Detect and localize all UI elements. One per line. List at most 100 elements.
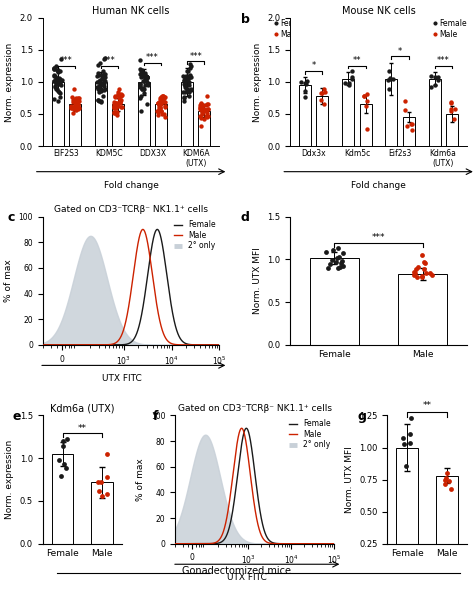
Point bbox=[447, 98, 455, 107]
Point bbox=[112, 92, 119, 101]
Bar bbox=[360, 105, 372, 146]
Point bbox=[50, 71, 58, 80]
Point bbox=[337, 258, 345, 268]
Point bbox=[55, 66, 62, 75]
Point bbox=[198, 110, 205, 119]
Point bbox=[68, 103, 76, 112]
Text: **: ** bbox=[353, 56, 361, 65]
Point bbox=[118, 91, 126, 100]
Point bbox=[431, 72, 439, 82]
Text: **: ** bbox=[78, 424, 87, 433]
Point bbox=[360, 91, 367, 100]
Point bbox=[141, 72, 148, 82]
Point bbox=[98, 78, 106, 87]
Legend: Female, Male, 2° only: Female, Male, 2° only bbox=[289, 419, 330, 449]
Point bbox=[100, 79, 108, 88]
Point bbox=[54, 75, 61, 85]
Point bbox=[114, 107, 121, 116]
Point bbox=[97, 85, 105, 94]
Text: ***: *** bbox=[372, 233, 385, 242]
Point bbox=[198, 99, 205, 109]
Point bbox=[319, 88, 326, 98]
Point bbox=[56, 76, 64, 85]
Point bbox=[154, 107, 162, 116]
Point bbox=[406, 429, 414, 439]
Point bbox=[410, 270, 418, 280]
Bar bbox=[446, 114, 458, 146]
Point bbox=[156, 102, 164, 112]
Point bbox=[100, 74, 107, 84]
Point bbox=[154, 110, 162, 119]
Point bbox=[139, 84, 146, 93]
Point bbox=[181, 79, 189, 88]
Point bbox=[139, 77, 147, 86]
Point bbox=[50, 64, 57, 74]
Point bbox=[93, 71, 100, 80]
Point bbox=[142, 72, 149, 81]
Point bbox=[181, 93, 188, 103]
Text: *: * bbox=[312, 61, 316, 70]
Point bbox=[422, 268, 430, 278]
Point bbox=[72, 98, 79, 107]
Point bbox=[197, 105, 204, 114]
Point bbox=[73, 103, 81, 112]
Bar bbox=[69, 105, 81, 146]
Point bbox=[348, 73, 356, 82]
Point bbox=[447, 99, 455, 108]
Point bbox=[94, 96, 101, 105]
Point bbox=[93, 82, 100, 91]
Point bbox=[409, 119, 416, 129]
Point bbox=[421, 258, 429, 268]
Point bbox=[338, 256, 346, 265]
Point bbox=[97, 86, 104, 96]
Point bbox=[451, 104, 458, 113]
Point bbox=[56, 79, 64, 88]
Y-axis label: Norm. UTX MFI: Norm. UTX MFI bbox=[345, 446, 354, 513]
Point bbox=[51, 76, 58, 86]
Point bbox=[53, 84, 60, 93]
Point bbox=[154, 99, 162, 108]
Point bbox=[138, 66, 146, 75]
Point bbox=[69, 95, 76, 105]
Point bbox=[161, 98, 168, 107]
Point bbox=[184, 66, 191, 76]
Point bbox=[297, 77, 305, 87]
Point bbox=[94, 95, 101, 105]
Point bbox=[420, 258, 428, 267]
Point bbox=[186, 59, 194, 69]
Point bbox=[182, 73, 189, 82]
Point bbox=[117, 98, 124, 107]
Point bbox=[447, 106, 455, 115]
Point bbox=[94, 78, 101, 87]
Point bbox=[159, 97, 166, 106]
Point bbox=[137, 106, 145, 115]
Bar bbox=[95, 82, 107, 146]
Point bbox=[112, 99, 120, 108]
Text: UTX FITC: UTX FITC bbox=[227, 573, 267, 582]
Point bbox=[182, 74, 189, 84]
Bar bbox=[155, 105, 167, 146]
Point bbox=[160, 92, 167, 102]
Point bbox=[408, 125, 415, 134]
Point bbox=[426, 268, 434, 278]
Legend: Female, Male: Female, Male bbox=[274, 19, 308, 38]
Point bbox=[136, 79, 144, 88]
Point bbox=[62, 463, 70, 472]
Point bbox=[53, 65, 61, 74]
Point bbox=[181, 80, 188, 89]
Point bbox=[184, 72, 192, 81]
Point bbox=[401, 105, 409, 115]
Point bbox=[447, 105, 455, 114]
Point bbox=[197, 102, 204, 112]
Legend: Female, Male: Female, Male bbox=[433, 19, 466, 38]
Text: g: g bbox=[357, 410, 366, 423]
Point bbox=[335, 264, 342, 273]
Point bbox=[386, 73, 394, 83]
Point bbox=[52, 73, 60, 82]
Point bbox=[115, 84, 123, 93]
Point bbox=[137, 67, 145, 76]
Point bbox=[55, 456, 63, 465]
Point bbox=[202, 105, 210, 115]
Point bbox=[320, 84, 328, 93]
Bar bbox=[342, 79, 355, 146]
